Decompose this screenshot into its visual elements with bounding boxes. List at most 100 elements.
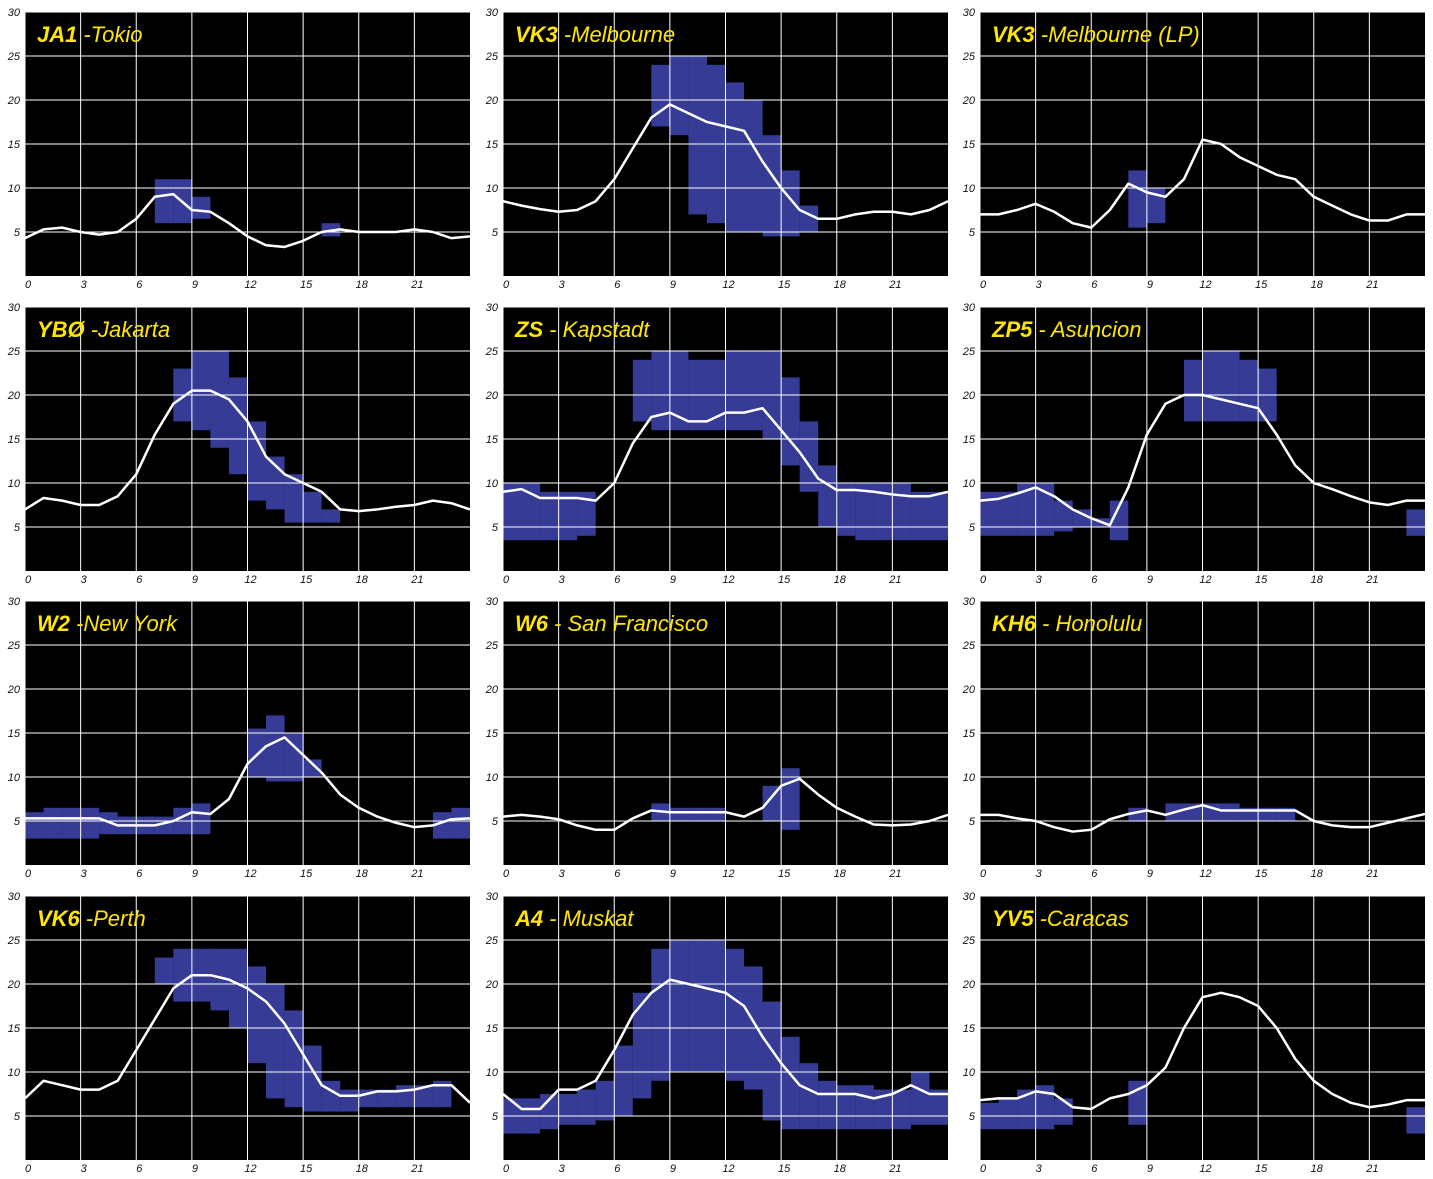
signal-cell xyxy=(651,351,670,431)
signal-cell xyxy=(632,992,652,1099)
x-tick-label: 21 xyxy=(1365,574,1378,586)
signal-cell xyxy=(892,1089,911,1130)
panel: 5 10 15 20 25 30 0 3 6 9 12 15 18 21 VK6 -Perth xyxy=(7,891,471,1175)
x-tick-label: 3 xyxy=(559,1163,566,1174)
callsign: W2 xyxy=(37,611,71,636)
y-tick-label: 25 xyxy=(962,346,976,358)
x-tick-label: 0 xyxy=(980,279,987,291)
signal-cell xyxy=(1109,500,1129,541)
y-tick-label: 25 xyxy=(7,346,21,358)
signal-cell xyxy=(577,1089,596,1125)
signal-cell xyxy=(210,351,229,448)
x-tick-label: 9 xyxy=(192,574,198,586)
x-tick-label: 3 xyxy=(559,868,566,880)
signal-cell xyxy=(173,948,192,1002)
x-tick-label: 21 xyxy=(410,868,423,880)
y-tick-label: 30 xyxy=(963,302,976,314)
panel: 5 10 15 20 25 30 0 3 6 9 12 15 18 21 KH6- Honolulu xyxy=(962,596,1426,880)
x-tick-label: 3 xyxy=(1036,574,1043,586)
signal-cell xyxy=(929,491,948,541)
signal-cell xyxy=(873,483,893,541)
x-tick-label: 0 xyxy=(25,279,32,291)
x-tick-label: 12 xyxy=(1199,279,1211,291)
signal-cell xyxy=(980,491,999,536)
signal-cell xyxy=(377,1089,396,1108)
city: -Melbourne xyxy=(564,22,675,47)
signal-cell xyxy=(558,1094,578,1125)
signal-cell xyxy=(210,948,229,1011)
callsign: YBØ xyxy=(37,317,86,342)
muf-line xyxy=(979,393,1425,527)
y-tick-label: 15 xyxy=(486,728,499,740)
y-tick-label: 30 xyxy=(486,891,499,903)
x-tick-label: 18 xyxy=(834,1163,847,1174)
y-tick-label: 30 xyxy=(963,891,976,903)
y-tick-label: 15 xyxy=(8,728,21,740)
y-tick-label: 25 xyxy=(962,51,976,63)
x-tick-label: 21 xyxy=(410,279,423,291)
x-tick-label: 21 xyxy=(888,1163,901,1174)
panel: 5 10 15 20 25 30 0 3 6 9 12 15 18 21 ZS - Kapstadt xyxy=(485,302,949,586)
x-tick-label: 18 xyxy=(1311,279,1324,291)
x-tick-label: 15 xyxy=(1255,868,1268,880)
x-tick-label: 18 xyxy=(834,574,847,586)
x-tick-label: 21 xyxy=(888,868,901,880)
x-tick-label: 9 xyxy=(670,574,676,586)
x-tick-label: 9 xyxy=(1147,1163,1153,1174)
x-tick-label: 12 xyxy=(244,868,256,880)
signal-cell xyxy=(1221,351,1240,422)
signal-cell xyxy=(762,1001,782,1121)
callsign: ZP5 xyxy=(991,317,1033,342)
x-tick-label: 3 xyxy=(559,279,566,291)
signal-cell xyxy=(1035,483,1055,536)
y-tick-label: 15 xyxy=(963,139,976,151)
x-tick-label: 21 xyxy=(888,279,901,291)
x-tick-label: 15 xyxy=(300,1163,313,1174)
y-tick-label: 10 xyxy=(963,772,976,784)
signal-cell xyxy=(781,377,800,466)
y-tick-label: 20 xyxy=(962,95,976,107)
city: -Melbourne (LP) xyxy=(1041,22,1200,47)
x-tick-label: 3 xyxy=(81,868,88,880)
city: - Muskat xyxy=(549,906,634,931)
y-tick-label: 20 xyxy=(7,979,21,991)
x-tick-label: 6 xyxy=(614,279,621,291)
x-tick-label: 0 xyxy=(980,1163,987,1174)
x-tick-label: 3 xyxy=(1036,868,1043,880)
panel: 5 10 15 20 25 30 0 3 6 9 12 15 18 21 YV5 -Caracas xyxy=(962,891,1425,1175)
x-tick-label: 3 xyxy=(1036,279,1043,291)
signal-cell xyxy=(836,1085,856,1130)
signal-cell xyxy=(80,807,100,839)
y-tick-label: 10 xyxy=(486,478,499,490)
signal-cell xyxy=(1017,1089,1036,1130)
signal-cell xyxy=(762,135,782,237)
y-tick-label: 10 xyxy=(8,478,21,490)
signal-cell xyxy=(284,1010,304,1108)
x-tick-label: 0 xyxy=(503,868,510,880)
x-tick-label: 21 xyxy=(1365,1163,1378,1174)
signal-cell xyxy=(266,984,285,1099)
y-tick-label: 25 xyxy=(485,346,499,358)
muf-line xyxy=(502,777,949,832)
signal-cell xyxy=(1202,351,1222,422)
signal-cell xyxy=(303,759,322,777)
x-tick-label: 0 xyxy=(25,574,32,586)
x-tick-label: 0 xyxy=(980,574,987,586)
x-tick-label: 18 xyxy=(356,279,369,291)
y-tick-label: 5 xyxy=(969,227,976,239)
x-tick-label: 12 xyxy=(722,574,734,586)
x-tick-label: 6 xyxy=(1091,279,1098,291)
signal-cell xyxy=(414,1085,433,1108)
signal-cell xyxy=(725,351,745,431)
signal-cell xyxy=(191,196,211,219)
signal-cell xyxy=(154,179,174,224)
signal-cell xyxy=(247,728,267,777)
callsign: VK6 xyxy=(37,906,81,931)
signal-cell xyxy=(577,491,596,536)
y-tick-label: 5 xyxy=(14,1111,21,1123)
x-tick-label: 0 xyxy=(503,1163,510,1174)
muf-line xyxy=(502,406,949,502)
x-tick-label: 12 xyxy=(1199,1163,1211,1174)
signal-cell xyxy=(998,1098,1018,1130)
x-tick-label: 6 xyxy=(1091,1163,1098,1174)
